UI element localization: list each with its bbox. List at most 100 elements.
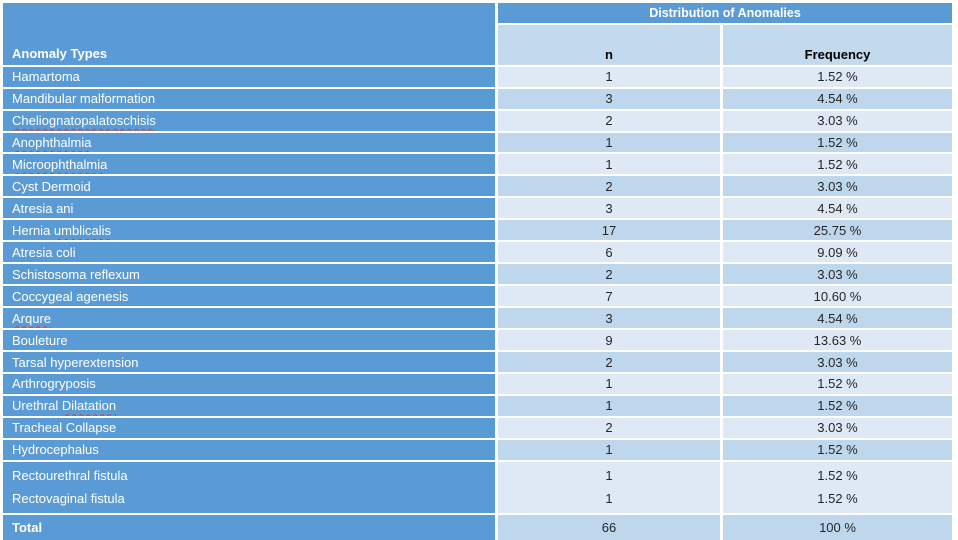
anomaly-type-cell: Atresia coli xyxy=(3,242,498,265)
frequency-value-cell: 4.54 % xyxy=(723,88,952,111)
frequency-value-cell: 9.09 % xyxy=(723,242,952,265)
table-row: Mandibular malformation 3 4.54 % xyxy=(3,88,952,111)
n-value-cell: 9 xyxy=(498,330,723,353)
table-title: Distribution of Anomalies xyxy=(649,5,801,20)
table-row: Anophthalmia 1 1.52 % xyxy=(3,132,952,155)
misspelled-word: umblicalis xyxy=(53,222,111,238)
table-row: Rectourethral fistula Rectovaginal fistul… xyxy=(3,461,952,515)
total-label-cell: Total xyxy=(3,514,498,540)
total-frequency-cell: 100 % xyxy=(723,514,952,540)
table-row: Schistosoma reflexum 2 3.03 % xyxy=(3,264,952,287)
frequency-column-header: Frequency xyxy=(723,24,952,67)
frequency-value-line: 1.52 % xyxy=(817,491,858,507)
n-value-cell: 2 xyxy=(498,352,723,375)
anomaly-type-cell: Cyst Dermoid xyxy=(3,176,498,199)
table-body: Anomaly Types Distribution of Anomalies … xyxy=(3,3,952,540)
n-value-line: 1 xyxy=(605,491,613,507)
header-title-row: Anomaly Types Distribution of Anomalies xyxy=(3,3,952,67)
n-value-cell: 3 xyxy=(498,308,723,331)
anomaly-type-cell: Rectourethral fistula Rectovaginal fistul… xyxy=(3,461,498,515)
n-column-header: n xyxy=(498,24,723,67)
anomaly-type-cell: Urethral Dilatation xyxy=(3,395,498,418)
table-row: Cheliognatopalatoschisis 2 3.03 % xyxy=(3,110,952,133)
n-value-cell: 1 xyxy=(498,395,723,418)
table-row: Bouleture 9 13.63 % xyxy=(3,330,952,353)
table-row: Hamartoma 1 1.52 % xyxy=(3,66,952,89)
frequency-value-cell: 1.52 % 1.52 % xyxy=(723,461,952,515)
anomaly-type-cell: Hamartoma xyxy=(3,66,498,89)
table-row: Tarsal hyperextension 2 3.03 % xyxy=(3,352,952,375)
frequency-value-cell: 3.03 % xyxy=(723,176,952,199)
table-row: Arthrogryposis 1 1.52 % xyxy=(3,374,952,396)
table-row: Atresia ani 3 4.54 % xyxy=(3,198,952,221)
frequency-value-cell: 1.52 % xyxy=(723,439,952,462)
table-row: Cyst Dermoid 2 3.03 % xyxy=(3,176,952,199)
anomaly-type-cell: Mandibular malformation xyxy=(3,88,498,111)
table-row: Atresia coli 6 9.09 % xyxy=(3,242,952,265)
n-value-cell: 1 xyxy=(498,374,723,396)
anomaly-type-cell: Tracheal Collapse xyxy=(3,417,498,440)
total-n-cell: 66 xyxy=(498,514,723,540)
frequency-value-cell: 1.52 % xyxy=(723,374,952,396)
anomaly-type-cell: Arthrogryposis xyxy=(3,374,498,396)
frequency-value-cell: 3.03 % xyxy=(723,417,952,440)
n-value-line: 1 xyxy=(605,468,613,484)
anomaly-type-cell: Hernia umblicalis xyxy=(3,220,498,243)
n-value-cell: 7 xyxy=(498,286,723,309)
anomaly-types-header-label: Anomaly Types xyxy=(12,45,108,61)
anomaly-type-cell: Hydrocephalus xyxy=(3,439,498,462)
anomaly-type-cell: Cheliognatopalatoschisis xyxy=(3,110,498,133)
anomaly-type-cell: Bouleture xyxy=(3,330,498,353)
frequency-value-cell: 10.60 % xyxy=(723,286,952,309)
n-value-cell: 1 xyxy=(498,132,723,155)
anomaly-type-cell: Atresia ani xyxy=(3,198,498,221)
n-value-cell: 1 xyxy=(498,154,723,177)
n-value-cell: 3 xyxy=(498,88,723,111)
frequency-value-cell: 1.52 % xyxy=(723,395,952,418)
n-value-cell: 17 xyxy=(498,220,723,243)
anomaly-type-cell: Coccygeal agenesis xyxy=(3,286,498,309)
n-value-cell: 1 xyxy=(498,66,723,89)
table-row: Hydrocephalus 1 1.52 % xyxy=(3,439,952,462)
frequency-value-cell: 1.52 % xyxy=(723,132,952,155)
table-row: Coccygeal agenesis 7 10.60 % xyxy=(3,286,952,309)
frequency-value-cell: 13.63 % xyxy=(723,330,952,353)
n-value-cell: 2 xyxy=(498,417,723,440)
frequency-value-cell: 3.03 % xyxy=(723,264,952,287)
n-value-cell: 2 xyxy=(498,264,723,287)
misspelled-word: Arqure xyxy=(12,310,52,326)
anomaly-type-cell: Schistosoma reflexum xyxy=(3,264,498,287)
table-title-cell: Distribution of Anomalies xyxy=(498,3,952,25)
misspelled-word: Anophthalmia xyxy=(12,135,92,150)
frequency-value-cell: 1.52 % xyxy=(723,154,952,177)
n-value-cell: 2 xyxy=(498,110,723,133)
anomaly-types-header-cell: Anomaly Types xyxy=(3,3,498,67)
anomaly-type-cell: Tarsal hyperextension xyxy=(3,352,498,375)
anomaly-type-cell: Arqure xyxy=(3,308,498,331)
total-row: Total 66 100 % xyxy=(3,514,952,540)
frequency-value-line: 1.52 % xyxy=(817,468,858,484)
frequency-value-cell: 1.52 % xyxy=(723,66,952,89)
table-row: Urethral Dilatation 1 1.52 % xyxy=(3,395,952,418)
table-row: Hernia umblicalis 17 25.75 % xyxy=(3,220,952,243)
table-row: Microophthalmia 1 1.52 % xyxy=(3,154,952,177)
anomaly-type-line: Rectovaginal fistula xyxy=(12,491,125,507)
table-row: Tracheal Collapse 2 3.03 % xyxy=(3,417,952,440)
anomaly-type-line: Rectourethral fistula xyxy=(12,468,128,484)
frequency-value-cell: 3.03 % xyxy=(723,352,952,375)
n-value-cell: 1 xyxy=(498,439,723,462)
misspelled-word: Cheliognatopalatoschisis xyxy=(12,113,156,129)
anomalies-table: Anomaly Types Distribution of Anomalies … xyxy=(3,3,952,540)
n-value-cell: 6 xyxy=(498,242,723,265)
frequency-value-cell: 3.03 % xyxy=(723,110,952,133)
frequency-value-cell: 4.54 % xyxy=(723,198,952,221)
n-value-cell: 2 xyxy=(498,176,723,199)
misspelled-word: Microophthalmia xyxy=(12,156,108,172)
frequency-value-cell: 4.54 % xyxy=(723,308,952,331)
n-value-cell: 3 xyxy=(498,198,723,221)
frequency-value-cell: 25.75 % xyxy=(723,220,952,243)
anomaly-type-cell: Microophthalmia xyxy=(3,154,498,177)
column-header-row: n Frequency xyxy=(3,24,952,67)
